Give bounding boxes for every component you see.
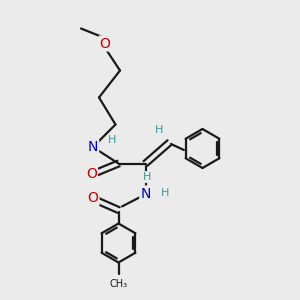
Text: CH₃: CH₃ — [110, 279, 128, 289]
Text: N: N — [140, 187, 151, 200]
Text: O: O — [88, 191, 98, 205]
Text: O: O — [86, 167, 97, 181]
Text: O: O — [100, 37, 110, 50]
Text: N: N — [88, 140, 98, 154]
Text: H: H — [108, 135, 117, 146]
Text: H: H — [155, 125, 163, 135]
Text: H: H — [143, 172, 151, 182]
Text: H: H — [161, 188, 169, 199]
